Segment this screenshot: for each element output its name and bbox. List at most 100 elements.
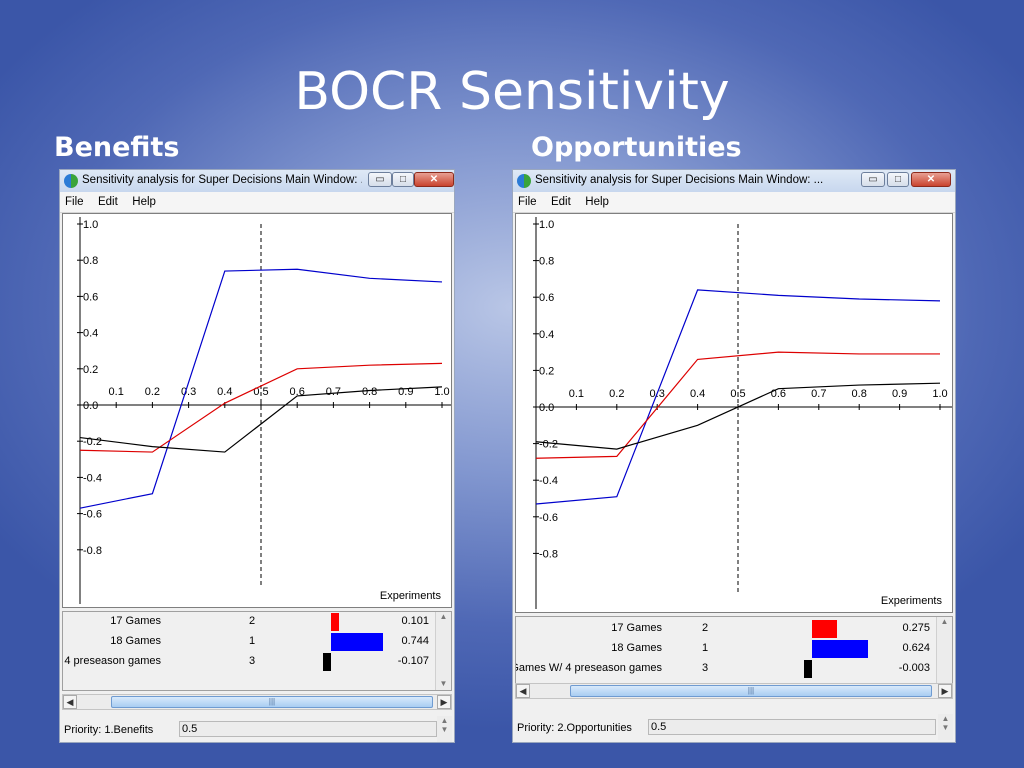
maximize-button[interactable]: □ xyxy=(887,172,909,187)
maximize-button[interactable]: □ xyxy=(392,172,414,187)
alternative-value: 0.744 xyxy=(401,635,429,647)
priority-scrollbar[interactable]: ▲ ▼ xyxy=(437,716,452,742)
alternative-value: 0.275 xyxy=(902,622,930,634)
scroll-down-arrow-icon[interactable]: ▼ xyxy=(439,679,448,688)
priority-bar: Priority: 2.Opportunities 0.5 ▲ ▼ xyxy=(515,714,953,740)
list-item[interactable]: 18 Games 1 0.624 xyxy=(516,639,952,659)
y-tick-label: -0.6 xyxy=(83,509,102,521)
x-tick-label: 0.9 xyxy=(892,388,907,400)
close-button[interactable]: ✕ xyxy=(911,172,951,187)
list-item[interactable]: 18 Games 1 0.744 xyxy=(63,632,451,652)
list-item[interactable]: nt 16 Games W/ 4 preseason games 3 -0.00… xyxy=(516,659,952,679)
slide-title: BOCR Sensitivity xyxy=(294,62,730,122)
alternatives-list: 17 Games 2 0.101 18 Games 1 0.744 nt 16 … xyxy=(62,611,452,691)
y-tick-label: 0.8 xyxy=(83,255,98,267)
window-titlebar[interactable]: Sensitivity analysis for Super Decisions… xyxy=(60,170,454,193)
horizontal-scrollbar[interactable]: ◀ ||| ▶ xyxy=(515,683,953,699)
alternative-rank: 3 xyxy=(702,662,709,674)
alternative-value: 0.624 xyxy=(902,642,930,654)
sensitivity-plot[interactable]: 1.0 0.8 0.6 0.4 0.2 0.0 -0.2 -0.4 -0.6 -0.8 0.1 0.… xyxy=(515,213,953,613)
x-tick-label: 0.1 xyxy=(569,388,584,400)
minimize-button[interactable]: ▭ xyxy=(368,172,392,187)
list-vertical-scrollbar[interactable]: ▲ ▼ xyxy=(435,612,451,690)
y-tick-label: 1.0 xyxy=(539,219,554,231)
y-tick-label: -0.6 xyxy=(539,512,558,524)
series-line-0 xyxy=(79,268,443,509)
scroll-left-arrow-icon[interactable]: ◀ xyxy=(63,695,77,709)
x-tick-label: 0.8 xyxy=(852,388,867,400)
scroll-right-arrow-icon[interactable]: ▶ xyxy=(938,684,952,698)
y-tick-label: -0.2 xyxy=(539,439,558,451)
alternative-name: 17 Games xyxy=(110,615,161,627)
scroll-right-arrow-icon[interactable]: ▶ xyxy=(437,695,451,709)
minimize-button[interactable]: ▭ xyxy=(861,172,885,187)
y-tick-label: 0.0 xyxy=(83,400,98,412)
alternative-bar xyxy=(323,653,331,671)
list-item[interactable]: 17 Games 2 0.275 xyxy=(516,619,952,639)
x-tick-label: 0.4 xyxy=(690,388,705,400)
opportunities-sensitivity-window: Sensitivity analysis for Super Decisions… xyxy=(512,169,956,743)
scroll-left-arrow-icon[interactable]: ◀ xyxy=(516,684,530,698)
menu-file[interactable]: File xyxy=(518,196,537,208)
alternative-bar xyxy=(812,640,869,658)
priority-value-field[interactable]: 0.5 xyxy=(179,721,437,737)
series-line-2 xyxy=(535,382,941,450)
x-tick-label: 0.2 xyxy=(145,386,160,398)
scroll-up-arrow-icon[interactable]: ▲ xyxy=(439,612,448,621)
y-tick-label: -0.4 xyxy=(83,472,102,484)
x-axis-label: Experiments xyxy=(380,590,442,602)
priority-scrollbar[interactable]: ▲ ▼ xyxy=(938,714,953,740)
y-tick-label: 0.4 xyxy=(539,329,554,341)
alternative-bar xyxy=(804,660,812,678)
menu-edit[interactable]: Edit xyxy=(97,196,118,208)
window-titlebar[interactable]: Sensitivity analysis for Super Decisions… xyxy=(513,170,955,193)
x-tick-label: 0.6 xyxy=(771,388,786,400)
alternative-rank: 3 xyxy=(249,655,256,667)
x-tick-label: 1.0 xyxy=(434,386,449,398)
priority-value-field[interactable]: 0.5 xyxy=(648,719,936,735)
benefits-heading: Benefits xyxy=(54,132,180,163)
y-tick-label: 0.4 xyxy=(83,328,98,340)
menu-edit[interactable]: Edit xyxy=(550,196,571,208)
menu-file[interactable]: File xyxy=(65,196,84,208)
y-tick-label: 0.6 xyxy=(83,291,98,303)
scroll-thumb[interactable]: ||| xyxy=(111,696,433,708)
alternative-value: 0.101 xyxy=(401,615,429,627)
y-tick-label: 0.6 xyxy=(539,292,554,304)
y-tick-label: 0.8 xyxy=(539,256,554,268)
x-tick-label: 0.8 xyxy=(362,386,377,398)
app-icon xyxy=(517,174,531,188)
list-item[interactable]: 17 Games 2 0.101 xyxy=(63,612,451,632)
scroll-up-arrow-icon[interactable]: ▲ xyxy=(940,617,949,626)
y-tick-label: -0.4 xyxy=(539,475,558,487)
x-tick-label: 0.7 xyxy=(326,386,341,398)
y-tick-label: -0.8 xyxy=(83,545,102,557)
alternative-value: -0.003 xyxy=(898,662,930,674)
scroll-thumb[interactable]: ||| xyxy=(570,685,932,697)
x-tick-label: 0.3 xyxy=(181,386,196,398)
chart-axes xyxy=(79,217,451,604)
alternative-name: nt 16 Games W/ 4 preseason games xyxy=(516,662,662,674)
app-icon xyxy=(64,174,78,188)
sensitivity-plot[interactable]: 1.0 0.8 0.6 0.4 0.2 0.0 -0.2 -0.4 -0.6 -0.8 0.1 0.… xyxy=(62,213,452,608)
x-tick-label: 0.5 xyxy=(730,388,745,400)
menu-help[interactable]: Help xyxy=(132,196,156,208)
x-tick-label: 0.7 xyxy=(811,388,826,400)
y-tick-label: 0.2 xyxy=(83,364,98,376)
menu-help[interactable]: Help xyxy=(585,196,609,208)
x-tick-label: 0.6 xyxy=(290,386,305,398)
alternative-name: 18 Games xyxy=(110,635,161,647)
close-button[interactable]: ✕ xyxy=(414,172,454,187)
alternative-value: -0.107 xyxy=(397,655,429,667)
alternative-bar xyxy=(331,613,339,631)
menu-bar: File Edit Help xyxy=(60,192,454,213)
list-item[interactable]: nt 16 Games W/ 4 preseason games 3 -0.10… xyxy=(63,652,451,672)
y-tick-label: 1.0 xyxy=(83,219,98,231)
x-tick-label: 0.9 xyxy=(398,386,413,398)
alternative-bar xyxy=(812,620,837,638)
x-tick-label: 0.2 xyxy=(609,388,624,400)
y-tick-label: 0.0 xyxy=(539,402,554,414)
alternatives-list: 17 Games 2 0.275 18 Games 1 0.624 nt 16 … xyxy=(515,616,953,696)
alternative-bar xyxy=(331,633,384,651)
horizontal-scrollbar[interactable]: ◀ ||| ▶ xyxy=(62,694,452,710)
